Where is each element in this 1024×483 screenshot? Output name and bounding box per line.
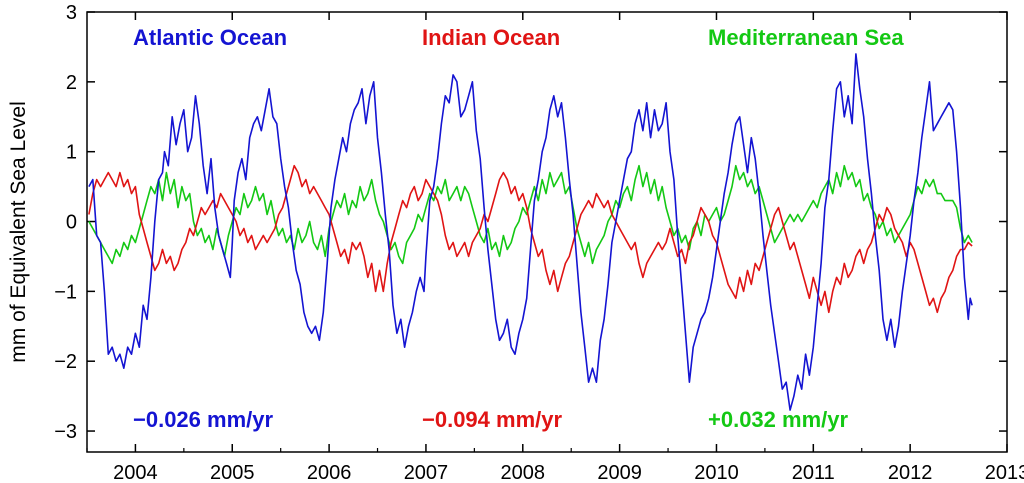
trend-label-atlantic: −0.026 mm/yr [133, 407, 273, 432]
x-tick-label: 2008 [501, 462, 546, 483]
y-tick-label: 0 [66, 212, 77, 234]
legend-label-atlantic: Atlantic Ocean [133, 25, 287, 50]
y-tick-label: −2 [54, 351, 77, 373]
axis-ticks: −3 −2 −1 0 1 2 3 2004 2005 2006 2007 2008 2009 2010 20… [54, 2, 1024, 483]
x-tick-label: 2010 [694, 462, 739, 483]
plot-frame [86, 11, 1008, 453]
y-tick-label: 2 [66, 72, 77, 94]
x-tick-label: 2009 [597, 462, 642, 483]
trend-label-indian: −0.094 mm/yr [422, 407, 562, 432]
series-line-indian-ocean [88, 164, 973, 314]
y-tick-label: 3 [66, 2, 77, 24]
series-lines [88, 53, 973, 411]
x-tick-label: 2011 [792, 462, 835, 483]
trend-label-mediterranean: +0.032 mm/yr [708, 407, 848, 432]
legend-label-indian: Indian Ocean [422, 25, 560, 50]
x-tick-label: 2013 [985, 462, 1024, 483]
x-tick-label: 2004 [113, 462, 158, 483]
y-tick-label: −3 [54, 421, 77, 443]
legend-label-mediterranean: Mediterranean Sea [708, 25, 904, 50]
x-tick-label: 2007 [404, 462, 449, 483]
y-tick-label: 1 [66, 142, 77, 164]
x-tick-label: 2005 [210, 462, 255, 483]
x-tick-label: 2012 [888, 462, 933, 483]
series-line-mediterranean-sea [88, 164, 973, 265]
x-tick-label: 2006 [307, 462, 352, 483]
y-tick-label: −1 [54, 281, 77, 303]
series-line-atlantic-ocean [88, 53, 973, 411]
y-axis-title: mm of Equivalent Sea Level [7, 101, 30, 362]
